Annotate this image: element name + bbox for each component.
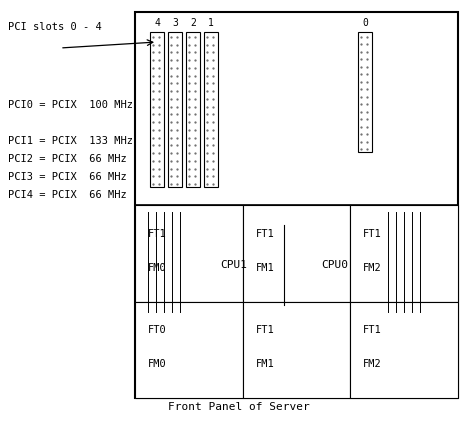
Text: 4: 4 [154, 18, 159, 28]
Text: PCI3 = PCIX  66 MHz: PCI3 = PCIX 66 MHz [8, 172, 127, 182]
Text: PCI2 = PCIX  66 MHz: PCI2 = PCIX 66 MHz [8, 154, 127, 164]
Text: FM0: FM0 [148, 359, 166, 369]
Text: FT0: FT0 [148, 325, 166, 335]
Text: FM1: FM1 [255, 263, 274, 273]
Text: FM2: FM2 [363, 359, 381, 369]
Bar [186, 32, 199, 187]
Bar [357, 32, 371, 152]
Text: CPU1: CPU1 [219, 260, 247, 270]
Bar [349, 205, 457, 301]
Text: 0: 0 [361, 18, 367, 28]
Bar [148, 212, 179, 312]
Bar [135, 205, 242, 301]
Bar [168, 32, 182, 187]
Bar [204, 32, 218, 187]
Bar [242, 205, 349, 301]
Bar [349, 301, 457, 398]
Bar [387, 212, 419, 312]
Text: PCI1 = PCIX  133 MHz: PCI1 = PCIX 133 MHz [8, 136, 133, 146]
Text: FM0: FM0 [148, 263, 166, 273]
Text: FT1: FT1 [255, 229, 274, 239]
Bar [149, 32, 164, 187]
Text: 2: 2 [189, 18, 196, 28]
Text: Front Panel of Server: Front Panel of Server [167, 402, 309, 412]
Text: FT1: FT1 [363, 229, 381, 239]
Text: FT1: FT1 [363, 325, 381, 335]
Text: FM2: FM2 [363, 263, 381, 273]
Text: CPU0: CPU0 [320, 260, 347, 270]
Bar [242, 301, 349, 398]
Bar [135, 301, 242, 398]
Text: 1: 1 [208, 18, 214, 28]
Bar [183, 225, 384, 305]
Text: PCI4 = PCIX  66 MHz: PCI4 = PCIX 66 MHz [8, 190, 127, 200]
Bar [135, 12, 457, 398]
Text: FT1: FT1 [148, 229, 166, 239]
Text: 3: 3 [172, 18, 178, 28]
Text: PCI0 = PCIX  100 MHz: PCI0 = PCIX 100 MHz [8, 100, 133, 110]
Text: FM1: FM1 [255, 359, 274, 369]
Text: FT1: FT1 [255, 325, 274, 335]
Text: PCI slots 0 - 4: PCI slots 0 - 4 [8, 22, 101, 32]
